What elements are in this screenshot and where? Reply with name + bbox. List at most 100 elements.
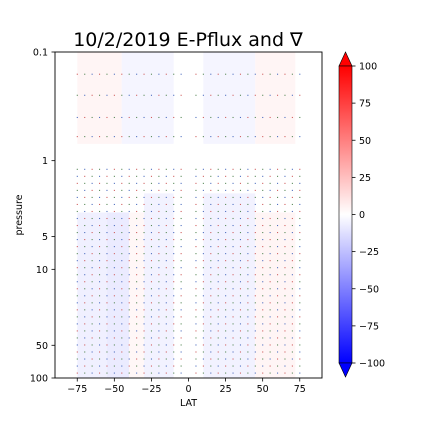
vector-arrow xyxy=(195,116,197,119)
vector-arrow xyxy=(76,337,78,339)
vector-arrow xyxy=(239,203,242,206)
vector-arrow xyxy=(180,316,182,318)
vector-arrow xyxy=(113,182,115,184)
vector-arrow xyxy=(284,246,286,248)
vector-arrow xyxy=(277,239,279,241)
vector-arrow xyxy=(239,288,242,290)
vector-arrow xyxy=(143,344,145,346)
vector-arrow xyxy=(217,288,219,290)
vector-arrow xyxy=(180,253,182,255)
vector-arrow xyxy=(217,175,219,177)
vector-arrow xyxy=(121,351,123,353)
vector-arrow xyxy=(195,358,197,360)
vector-arrow xyxy=(202,210,204,213)
vector-arrow xyxy=(195,281,197,283)
vector-arrow xyxy=(128,246,130,248)
vector-arrow xyxy=(232,316,234,318)
vector-arrow xyxy=(239,281,242,283)
vector-arrow xyxy=(180,295,182,297)
vector-arrow xyxy=(299,182,301,184)
vector-arrow xyxy=(195,267,197,269)
vector-arrow xyxy=(113,351,115,353)
vector-arrow xyxy=(173,302,175,304)
vector-arrow xyxy=(202,217,204,220)
vector-arrow xyxy=(217,246,219,248)
vector-arrow xyxy=(262,323,264,325)
vector-arrow xyxy=(121,136,123,138)
vector-arrow xyxy=(262,73,264,75)
vector-arrow xyxy=(254,210,256,213)
vector-arrow xyxy=(269,136,271,138)
vector-arrow xyxy=(254,309,256,311)
vector-arrow xyxy=(232,365,234,367)
vector-arrow xyxy=(217,182,219,184)
vector-arrow xyxy=(76,288,78,290)
vector-arrow xyxy=(150,372,153,374)
vector-arrow xyxy=(106,323,108,325)
vector-arrow xyxy=(165,330,167,332)
vector-arrow xyxy=(269,288,271,290)
vector-arrow xyxy=(143,323,145,325)
vector-arrow xyxy=(84,302,86,304)
colorbar-extend-max xyxy=(338,51,353,67)
vector-arrow xyxy=(113,94,115,96)
vector-arrow xyxy=(143,330,145,332)
vector-arrow xyxy=(195,136,197,138)
vector-arrow xyxy=(262,136,264,138)
vector-arrow xyxy=(291,260,293,262)
vector-arrow xyxy=(232,330,234,332)
vector-arrow xyxy=(106,267,108,269)
vector-arrow xyxy=(254,330,256,332)
vector-arrow xyxy=(113,330,115,332)
vector-arrow xyxy=(284,182,286,184)
vector-arrow xyxy=(180,116,182,119)
vector-arrow xyxy=(113,344,115,346)
vector-arrow xyxy=(232,168,234,170)
vector-arrow xyxy=(84,116,86,119)
vector-arrow xyxy=(232,295,234,297)
vector-arrow xyxy=(210,274,212,276)
vector-arrow xyxy=(91,295,93,297)
vector-arrow xyxy=(136,136,138,138)
vector-arrow xyxy=(150,232,153,234)
vector-arrow xyxy=(99,372,101,374)
vector-arrow xyxy=(158,365,160,367)
vector-arrow xyxy=(143,302,145,304)
vector-arrow xyxy=(269,295,271,297)
vector-arrow xyxy=(225,372,227,374)
vector-arrow xyxy=(217,210,219,213)
vector-arrow xyxy=(173,168,175,170)
vector-arrow xyxy=(277,274,279,276)
vector-arrow xyxy=(291,295,293,297)
vector-arrow xyxy=(299,168,301,170)
vector-arrow xyxy=(262,372,264,374)
vector-arrow xyxy=(173,358,175,360)
vector-arrow xyxy=(76,260,78,262)
vector-arrow xyxy=(254,323,256,325)
vector-arrow xyxy=(247,136,249,138)
vector-arrow xyxy=(150,246,153,248)
vector-arrow xyxy=(91,239,93,241)
vector-arrow xyxy=(232,253,234,255)
vector-arrow xyxy=(291,224,293,227)
vector-arrow xyxy=(121,330,123,332)
vector-arrow xyxy=(277,253,279,255)
vector-arrow xyxy=(262,210,264,213)
vector-arrow xyxy=(84,203,86,206)
vector-arrow xyxy=(99,323,101,325)
vector-arrow xyxy=(173,232,175,234)
vector-arrow xyxy=(150,267,153,269)
vector-arrow xyxy=(232,73,234,75)
vector-arrow xyxy=(262,274,264,276)
vector-arrow xyxy=(247,337,249,339)
vector-arrow xyxy=(254,344,256,346)
vector-arrow xyxy=(150,358,153,360)
vector-arrow xyxy=(232,337,234,339)
vector-arrow xyxy=(143,136,145,138)
vector-arrow xyxy=(136,267,138,269)
vector-arrow xyxy=(202,73,204,75)
vector-arrow xyxy=(99,189,101,191)
vector-arrow xyxy=(76,224,78,227)
vector-arrow xyxy=(128,309,130,311)
